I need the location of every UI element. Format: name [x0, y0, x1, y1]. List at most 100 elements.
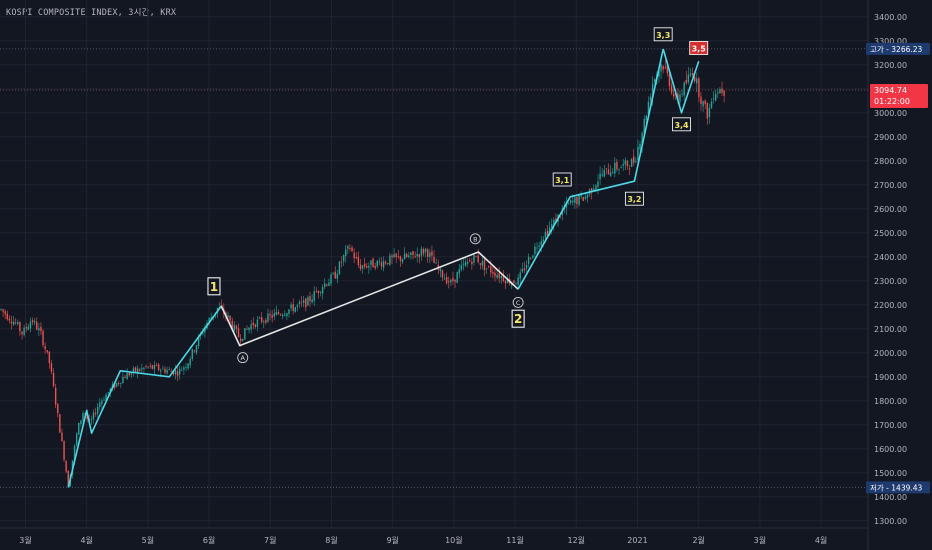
- candle-body: [296, 304, 299, 307]
- candle-body: [660, 64, 662, 72]
- candle-body: [578, 194, 580, 205]
- candle-body: [424, 248, 427, 252]
- candle-body: [706, 103, 709, 119]
- candle-body: [107, 392, 109, 394]
- wave-labels: 1 2 A B C 3,1 3,2 3,3 3,4 3,5: [207, 27, 709, 364]
- wave-label-box: [672, 117, 691, 132]
- wave-impulse: [67, 305, 222, 488]
- candle-body: [490, 266, 492, 273]
- candle-body: [534, 246, 536, 255]
- candle-body: [456, 272, 458, 283]
- candle-body: [235, 325, 238, 329]
- wave-label-text: 3,4: [674, 121, 689, 130]
- candle-body: [164, 368, 166, 373]
- candle-body: [647, 101, 650, 115]
- x-tick-label: 9월: [386, 535, 398, 545]
- candle-body: [334, 271, 336, 279]
- candle-body: [624, 160, 627, 165]
- candle-body: [521, 268, 524, 272]
- candle-body: [61, 432, 63, 442]
- candle-body: [324, 283, 326, 287]
- candle-body: [471, 261, 473, 265]
- candle-body: [162, 368, 164, 370]
- candle-body: [406, 254, 408, 257]
- candle-body: [353, 252, 355, 259]
- y-tick-label: 2100.00: [874, 325, 907, 334]
- candle-body: [50, 363, 53, 372]
- wave-label-box: [552, 172, 572, 187]
- candle-body: [399, 256, 402, 261]
- candle-body: [191, 349, 193, 359]
- y-tick-label: 3000.00: [874, 109, 907, 118]
- candle-body: [481, 261, 484, 266]
- wave-label-text: 3,3: [656, 31, 670, 40]
- candle-body: [582, 196, 584, 201]
- candle-body: [498, 273, 500, 278]
- wave-label-text: B: [473, 235, 477, 243]
- x-tick-label: 3월: [19, 535, 31, 545]
- candle-body: [637, 146, 639, 161]
- candle-body: [691, 73, 694, 75]
- candle-body: [443, 278, 446, 280]
- candle-body: [244, 328, 246, 340]
- candle-body: [313, 291, 315, 301]
- candle-body: [612, 172, 614, 173]
- candle-body: [412, 251, 414, 255]
- candle-body: [654, 79, 656, 82]
- wave-label-box: [653, 27, 673, 42]
- candle-body: [496, 274, 498, 278]
- wave-label-text: 1: [210, 280, 218, 294]
- candle-body: [395, 253, 397, 258]
- candle-body: [6, 313, 9, 320]
- candle-body: [4, 311, 6, 315]
- candle-body: [532, 255, 534, 258]
- candle-body: [357, 256, 360, 265]
- candle-body: [607, 169, 610, 175]
- y-tick-label: 2300.00: [874, 277, 907, 286]
- candle-body: [622, 163, 624, 166]
- candle-body: [33, 321, 36, 323]
- candle-body: [23, 327, 25, 336]
- candle-body: [193, 350, 196, 352]
- y-tick-label: 2500.00: [874, 229, 907, 238]
- candle-body: [332, 273, 334, 275]
- candle-body: [635, 160, 637, 162]
- candle-body: [166, 370, 168, 374]
- candle-body: [80, 420, 82, 424]
- x-axis[interactable]: 3월 4월 5월 6월 7월 8월 9월 10월 11월 12월 2021 2월 3월 4월: [19, 535, 827, 545]
- candle-body: [309, 295, 311, 302]
- candle-body: [94, 412, 97, 415]
- candle-body: [82, 413, 84, 421]
- candle-body: [2, 309, 4, 312]
- candle-body: [359, 264, 362, 270]
- candle-body: [78, 422, 80, 435]
- candle-body: [134, 367, 137, 372]
- candle-body: [454, 279, 456, 282]
- candle-body: [389, 255, 391, 265]
- candle-body: [368, 265, 370, 268]
- candle-body: [702, 101, 704, 107]
- x-tick-label: 12월: [568, 535, 586, 545]
- candle-body: [382, 261, 385, 268]
- candle-body: [595, 185, 597, 191]
- candle-body: [506, 278, 509, 283]
- candle-body: [59, 414, 61, 433]
- candle-body: [65, 460, 67, 472]
- candle-body: [342, 255, 345, 261]
- elliott-waves: [67, 48, 700, 488]
- candle-body: [120, 382, 122, 384]
- candle-body: [683, 82, 685, 96]
- candle-body: [546, 230, 549, 236]
- candle-body: [351, 247, 353, 252]
- candle-body: [46, 350, 48, 352]
- y-tick-label: 2900.00: [874, 133, 907, 142]
- candle-body: [672, 93, 675, 97]
- x-tick-label: 4월: [815, 535, 827, 545]
- candle-body: [586, 194, 589, 198]
- candle-body: [124, 377, 126, 379]
- candle-body: [303, 300, 305, 303]
- candle-body: [372, 258, 374, 268]
- candle-body: [567, 203, 570, 205]
- y-tick-label: 1600.00: [874, 445, 907, 454]
